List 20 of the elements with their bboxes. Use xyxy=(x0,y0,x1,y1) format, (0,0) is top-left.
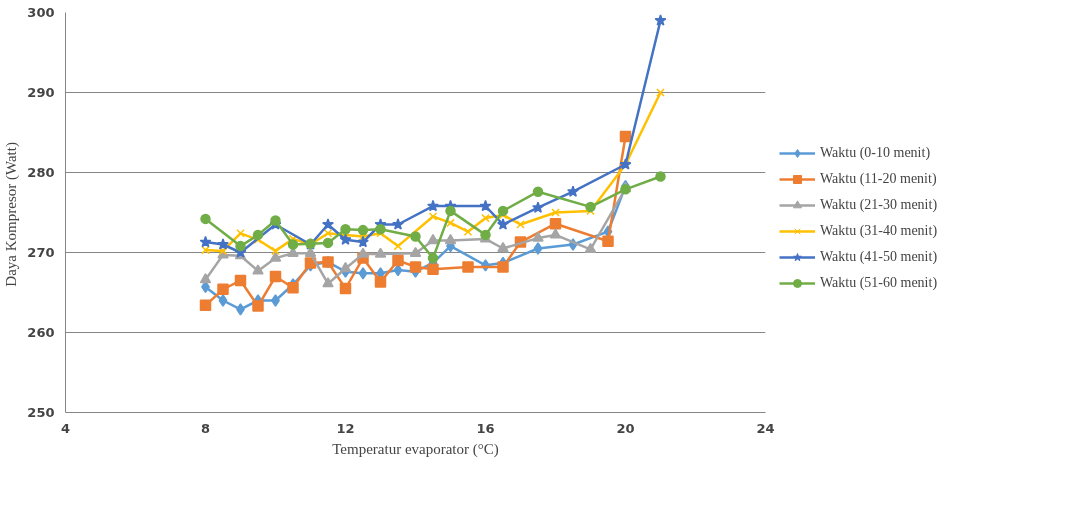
x-tick-label: 4 xyxy=(60,420,71,436)
y-tick-label: 280 xyxy=(27,165,55,180)
y-axis-title: Daya Kompresor (Watt) xyxy=(3,142,21,287)
x-tick-label: 16 xyxy=(476,420,495,436)
y-tick-label: 290 xyxy=(27,85,55,100)
y-tick-label: 260 xyxy=(27,325,55,340)
legend-label: Waktu (31-40 menit) xyxy=(820,223,938,239)
legend-label: Waktu (21-30 menit) xyxy=(820,197,938,213)
legend-label: Waktu (11-20 menit) xyxy=(820,171,937,187)
x-axis-title: Temperatur evaporator (°C) xyxy=(332,440,499,458)
x-tick-label: 24 xyxy=(756,420,775,436)
legend-label: Waktu (41-50 menit) xyxy=(820,249,938,265)
y-tick-label: 300 xyxy=(27,5,55,20)
y-tick-label: 250 xyxy=(27,405,55,420)
x-tick-label: 12 xyxy=(336,420,355,436)
y-tick-label: 270 xyxy=(27,245,55,260)
legend-label: Waktu (51-60 menit) xyxy=(820,275,938,291)
x-tick-label: 8 xyxy=(200,420,211,436)
x-tick-label: 20 xyxy=(616,420,635,436)
legend-label: Waktu (0-10 menit) xyxy=(820,145,931,161)
